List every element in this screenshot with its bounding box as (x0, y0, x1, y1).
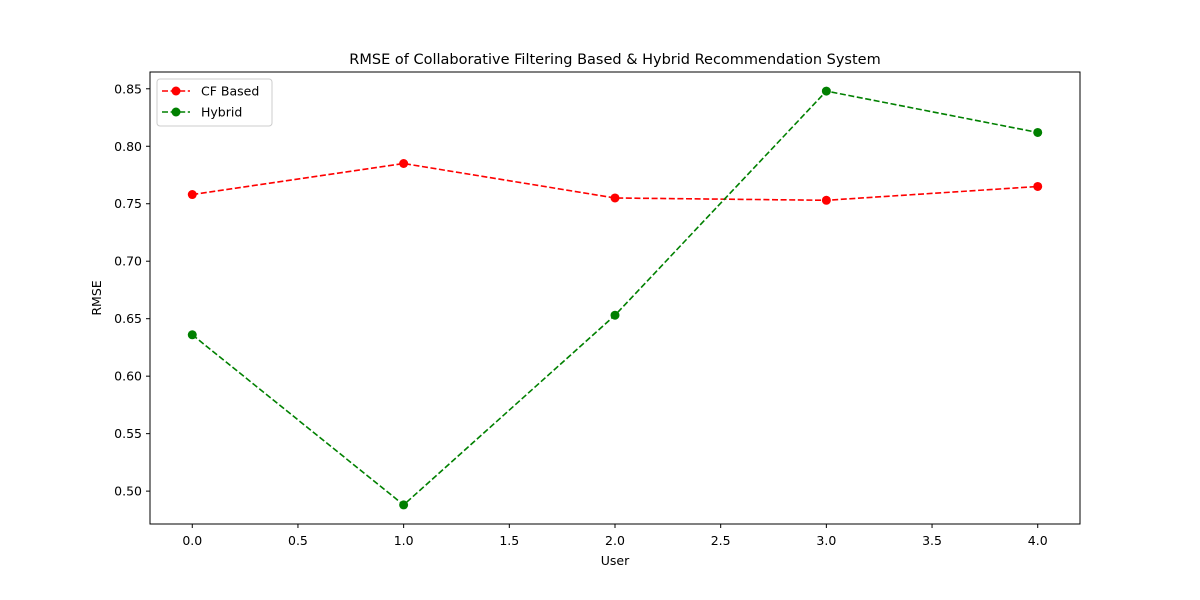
x-axis-label: User (601, 553, 630, 568)
legend-item: CF Based (162, 84, 259, 99)
x-tick-label: 2.0 (605, 533, 625, 548)
data-point (399, 500, 409, 510)
x-tick-label: 2.5 (711, 533, 731, 548)
x-tick-label: 4.0 (1028, 533, 1048, 548)
x-axis: 0.0 0.5 1.0 1.5 2.0 2.5 3.0 3.5 4.0 (182, 524, 1048, 548)
data-point (399, 159, 409, 169)
series-line (192, 162, 1038, 202)
x-tick-label: 3.5 (922, 533, 942, 548)
data-point (187, 190, 197, 200)
y-tick-label: 0.65 (114, 311, 142, 326)
x-tick-label: 1.5 (499, 533, 519, 548)
legend: CF Based Hybrid (156, 78, 273, 127)
legend-box (156, 78, 273, 127)
data-point (821, 195, 831, 205)
x-tick-label: 0.5 (288, 533, 308, 548)
x-tick-label: 0.0 (182, 533, 202, 548)
x-tick-label: 1.0 (394, 533, 414, 548)
legend-label: CF Based (201, 84, 259, 99)
series-hybrid (187, 86, 1043, 510)
series-layer (187, 86, 1043, 510)
y-tick-label: 0.75 (114, 196, 142, 211)
y-tick-label: 0.70 (114, 254, 142, 269)
legend-item: Hybrid (162, 105, 242, 120)
plot-area (149, 71, 1081, 525)
data-point (610, 193, 620, 203)
data-point (610, 310, 620, 320)
y-tick-label: 0.55 (114, 426, 142, 441)
y-tick-label: 0.60 (114, 369, 142, 384)
y-tick-label: 0.80 (114, 139, 142, 154)
x-tick-label: 3.0 (816, 533, 836, 548)
chart-title: RMSE of Collaborative Filtering Based & … (349, 52, 880, 68)
y-tick-label: 0.85 (114, 81, 142, 96)
data-point (187, 330, 197, 340)
legend-label: Hybrid (201, 105, 242, 120)
y-tick-label: 0.50 (114, 484, 142, 499)
y-axis: 0.50 0.55 0.60 0.65 0.70 0.75 0.80 0.85 (114, 81, 150, 499)
data-point (1033, 127, 1043, 137)
data-point (1033, 181, 1043, 191)
series-cf-based (187, 159, 1043, 205)
legend-marker (171, 86, 181, 96)
y-axis-label: RMSE (89, 280, 104, 315)
legend-marker (171, 107, 181, 117)
data-point (821, 86, 831, 96)
